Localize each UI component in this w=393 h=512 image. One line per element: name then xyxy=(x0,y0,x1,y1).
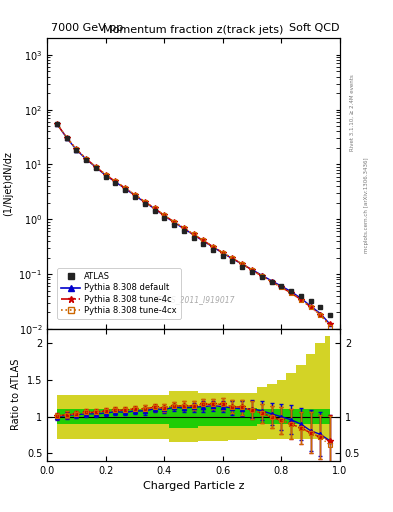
Text: Soft QCD: Soft QCD xyxy=(290,23,340,33)
Text: mcplots.cern.ch [arXiv:1306.3436]: mcplots.cern.ch [arXiv:1306.3436] xyxy=(364,157,369,252)
Title: Momentum fraction z(track jets): Momentum fraction z(track jets) xyxy=(103,25,284,35)
Y-axis label: Ratio to ATLAS: Ratio to ATLAS xyxy=(11,359,21,431)
Legend: ATLAS, Pythia 8.308 default, Pythia 8.308 tune-4c, Pythia 8.308 tune-4cx: ATLAS, Pythia 8.308 default, Pythia 8.30… xyxy=(57,268,181,319)
Y-axis label: (1/Njet)dN/dz: (1/Njet)dN/dz xyxy=(3,151,13,216)
Text: ATLAS_2011_I919017: ATLAS_2011_I919017 xyxy=(152,295,235,304)
X-axis label: Charged Particle z: Charged Particle z xyxy=(143,481,244,491)
Text: 7000 GeV pp: 7000 GeV pp xyxy=(51,23,123,33)
Text: Rivet 3.1.10, ≥ 2.4M events: Rivet 3.1.10, ≥ 2.4M events xyxy=(350,74,355,151)
